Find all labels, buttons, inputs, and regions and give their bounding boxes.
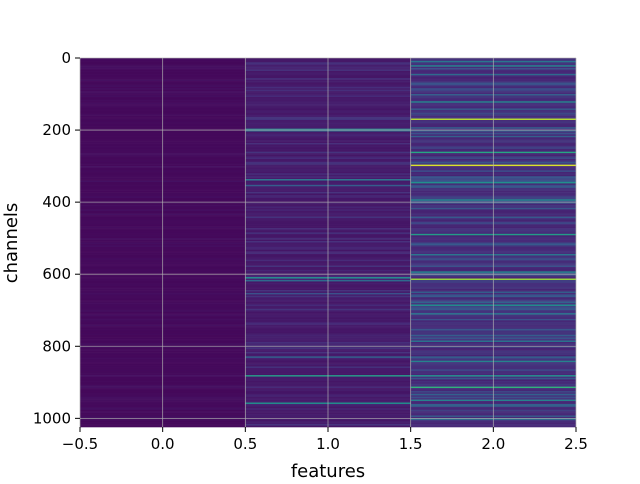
y-tick-label-0: 0 bbox=[61, 49, 71, 67]
y-axis-ticks: 0 200 400 600 800 1000 bbox=[33, 49, 80, 427]
x-tick-label-5: 2.0 bbox=[481, 435, 505, 453]
x-tick-label-6: 2.5 bbox=[564, 435, 588, 453]
x-tick-label-3: 1.0 bbox=[316, 435, 340, 453]
x-tick-label-4: 1.5 bbox=[399, 435, 423, 453]
x-axis-label: features bbox=[291, 461, 365, 480]
y-tick-label-1: 200 bbox=[42, 121, 71, 139]
y-tick-label-5: 1000 bbox=[33, 409, 71, 427]
y-axis-label: channels bbox=[1, 203, 22, 284]
y-tick-label-2: 400 bbox=[42, 193, 71, 211]
x-tick-label-2: 0.5 bbox=[233, 435, 257, 453]
y-tick-label-3: 600 bbox=[42, 265, 71, 283]
x-tick-label-1: 0.0 bbox=[151, 435, 175, 453]
x-tick-label-0: −0.5 bbox=[62, 435, 98, 453]
grid-lines bbox=[79, 57, 577, 427]
y-tick-label-4: 800 bbox=[42, 337, 71, 355]
x-axis-ticks: −0.5 0.0 0.5 1.0 1.5 2.0 2.5 bbox=[62, 427, 588, 453]
